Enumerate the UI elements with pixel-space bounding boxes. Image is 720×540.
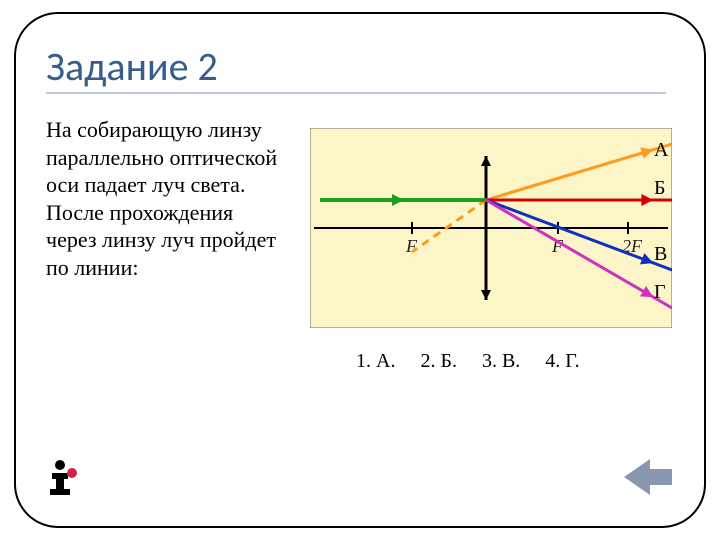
svg-text:Б: Б xyxy=(654,177,665,199)
page-title: Задание 2 xyxy=(46,42,218,91)
info-icon[interactable] xyxy=(44,459,78,500)
problem-text: На собирающую линзу параллельно оптическ… xyxy=(46,116,286,281)
svg-text:В: В xyxy=(654,243,667,265)
back-arrow-icon[interactable] xyxy=(620,455,674,504)
answer-options: 1. А. 2. Б. 3. В. 4. Г. xyxy=(356,350,600,373)
title-underline xyxy=(46,92,666,94)
option-a[interactable]: 1. А. xyxy=(356,350,395,372)
option-c[interactable]: 3. В. xyxy=(482,350,520,372)
svg-text:F: F xyxy=(405,236,418,256)
optics-diagram: FF2FАБВГ xyxy=(310,128,672,333)
option-d[interactable]: 4. Г. xyxy=(545,350,579,372)
option-b[interactable]: 2. Б. xyxy=(420,350,456,372)
svg-text:Г: Г xyxy=(654,281,666,303)
svg-text:А: А xyxy=(654,139,669,161)
